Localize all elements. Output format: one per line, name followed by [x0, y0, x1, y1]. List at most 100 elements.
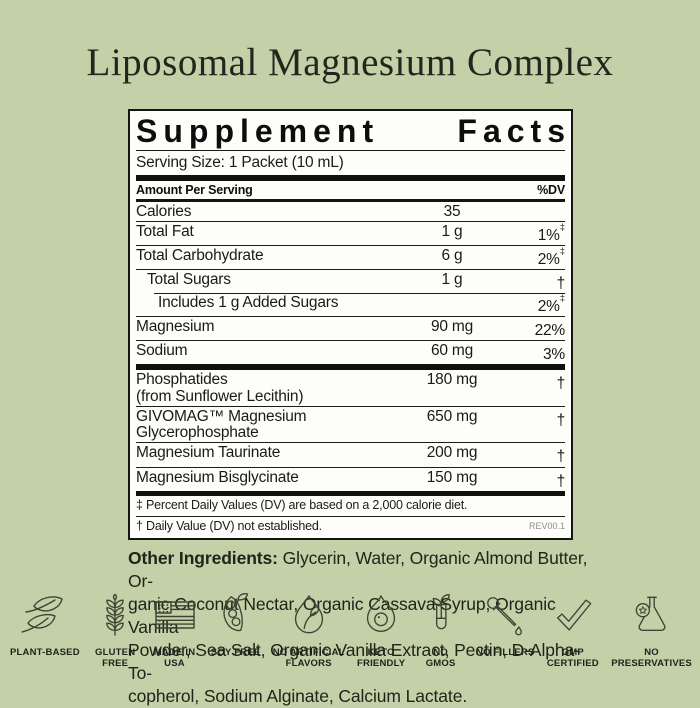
nutrient-amount: 650 mg [426, 407, 478, 425]
checkmark-icon [556, 599, 592, 631]
other-ingredients-label: Other Ingredients: [128, 547, 278, 568]
table-row-total-carbohydrate: Total Carbohydrate 6 g 2%‡ [136, 244, 565, 269]
table-row-added-sugars: Includes 1 g Added Sugars 2%‡ [136, 292, 565, 316]
supplement-facts-heading: Supplement Facts [136, 113, 565, 148]
nutrient-dv: † [556, 448, 566, 466]
nutrient-name: Total Fat [136, 222, 194, 240]
badge-no-artificial-flavors: NO ARTIFICIAL FLAVORS [273, 591, 345, 669]
table-row-sodium: Sodium 60 mg 3% [136, 340, 565, 364]
thick-divider [136, 490, 565, 496]
badge-label: MADE IN [153, 647, 196, 658]
nutrient-dv: † [556, 375, 566, 393]
table-row-givomag: GIVOMAG™ Magnesium Glycerophosphate 650 … [136, 405, 565, 443]
nutrient-amount: 150 mg [426, 468, 478, 486]
badge-label-line2: FLAVORS [285, 658, 332, 669]
divider [136, 515, 565, 517]
table-row-calories: Calories 35 [136, 202, 565, 221]
badge-keto-friendly: KETO FRIENDLY [357, 591, 405, 669]
badge-label-line2: FRIENDLY [357, 658, 406, 669]
table-row-total-fat: Total Fat 1 g 1%‡ [136, 220, 565, 245]
nutrient-amount: 60 mg [430, 342, 474, 360]
nutrient-amount: 1 g [441, 270, 463, 288]
ingredients-line-4: copherol, Sodium Alginate, Calcium Lacta… [128, 685, 468, 706]
droplet-leaf-icon [294, 595, 323, 634]
certification-badges-row: PLANT-BASED GLUTEN FREE [10, 591, 692, 669]
nutrient-name: Magnesium [136, 318, 215, 336]
ingredients-line-1: Glycerin, Water, Organic Almond Butter, … [128, 547, 588, 591]
footnote-percent-dv: ‡ Percent Daily Values (DV) are based on… [136, 498, 468, 513]
badge-no-preservatives: NO PRESERVATIVES [611, 591, 692, 669]
nutrient-dv: 1% [537, 226, 560, 244]
thick-divider [136, 364, 565, 371]
footnotes: ‡ Percent Daily Values (DV) are based on… [136, 496, 565, 536]
badge-no-gmos: NO GMOS [418, 591, 464, 669]
table-row-magnesium-taurinate: Magnesium Taurinate 200 mg † [136, 442, 565, 466]
nutrient-amount: 90 mg [430, 318, 474, 336]
table-row-magnesium-bisglycinate: Magnesium Bisglycinate 150 mg † [136, 466, 566, 491]
badge-label: NO [433, 647, 448, 658]
badge-label: GMP [561, 647, 584, 658]
nutrient-amount: 6 g [441, 246, 463, 264]
badge-label-line2: GMOS [425, 658, 456, 669]
table-row-magnesium: Magnesium 90 mg 22% [136, 316, 565, 340]
badge-label-line2: PRESERVATIVES [611, 658, 692, 669]
dropper-icon [487, 597, 523, 636]
divider [136, 150, 565, 151]
nutrient-name: Sodium [136, 342, 188, 360]
nutrient-name: GIVOMAG™ Magnesium [136, 407, 307, 425]
avocado-icon [367, 595, 396, 632]
badge-label: SOY FREE [210, 647, 261, 658]
flask-icon [635, 596, 665, 632]
nutrient-dv: † [556, 472, 566, 490]
nutrient-name: Phosphatides [136, 371, 228, 389]
nutrient-name: Total Carbohydrate [136, 246, 264, 264]
nutrient-dv: † [556, 274, 566, 292]
badge-made-in-usa: MADE IN USA [151, 591, 199, 669]
soybean-icon [222, 593, 248, 632]
nutrient-amount: 180 mg [426, 371, 478, 389]
badge-plant-based: PLANT-BASED [10, 591, 80, 658]
badge-soy-free: SOY FREE [211, 591, 260, 658]
dv-mark: ‡ [559, 292, 565, 304]
nutrient-dv: 22% [534, 322, 566, 340]
ingredients-line-3: Powder, Sea Salt, Organic Vanilla Extrac… [128, 639, 580, 683]
nutrient-name: Calories [136, 202, 192, 220]
nutrient-name: Includes 1 g Added Sugars [158, 293, 339, 311]
wheat-icon [106, 593, 124, 636]
medium-divider [136, 199, 565, 202]
nutrient-dv: 3% [542, 346, 565, 364]
badge-gluten-free: GLUTEN FREE [92, 591, 138, 669]
nutrient-dv: 2% [537, 250, 560, 268]
test-tube-sprout-icon [432, 594, 450, 630]
thick-divider [136, 175, 565, 181]
page-title: Liposomal Magnesium Complex [86, 41, 614, 84]
leaves-icon [21, 596, 63, 633]
table-row-total-sugars: Total Sugars 1 g † [136, 268, 566, 293]
revision-code: REV00.1 [528, 521, 565, 532]
serving-size: Serving Size: 1 Packet (10 mL) [136, 154, 344, 171]
nutrient-amount: 35 [443, 202, 461, 220]
badge-label-line2: FREE [102, 658, 129, 669]
dv-header: %DV [537, 183, 565, 197]
badge-label: GLUTEN [95, 647, 136, 658]
supplement-facts-panel: Supplement Facts Serving Size: 1 Packet … [128, 109, 573, 540]
nutrient-name: Magnesium Bisglycinate [136, 468, 299, 486]
badge-label: KETO [367, 647, 395, 658]
badge-label: NO ARTIFICIAL [272, 647, 345, 658]
nutrient-name-line2: Glycerophosphate [136, 424, 259, 442]
nutrient-name: Total Sugars [147, 270, 231, 288]
dv-mark: ‡ [559, 221, 565, 233]
heading-word-1: Supplement [136, 113, 380, 149]
label-content: Supplement Facts Serving Size: 1 Packet … [128, 109, 588, 708]
badge-gmp-certified: GMP CERTIFIED [547, 591, 599, 669]
nutrient-dv: 2% [537, 298, 560, 316]
nutrient-amount: 200 mg [426, 444, 478, 462]
column-headers: Amount Per Serving %DV [136, 181, 565, 199]
badge-label: NO [644, 647, 659, 658]
heading-word-2: Facts [457, 113, 571, 149]
table-row-phosphatides: Phosphatides (from Sunflower Lecithin) 1… [136, 370, 565, 406]
nutrient-amount: 1 g [441, 222, 463, 240]
nutrient-name: Magnesium Taurinate [136, 444, 281, 462]
dv-mark: ‡ [559, 245, 565, 257]
badge-label-line2: USA [164, 658, 185, 669]
